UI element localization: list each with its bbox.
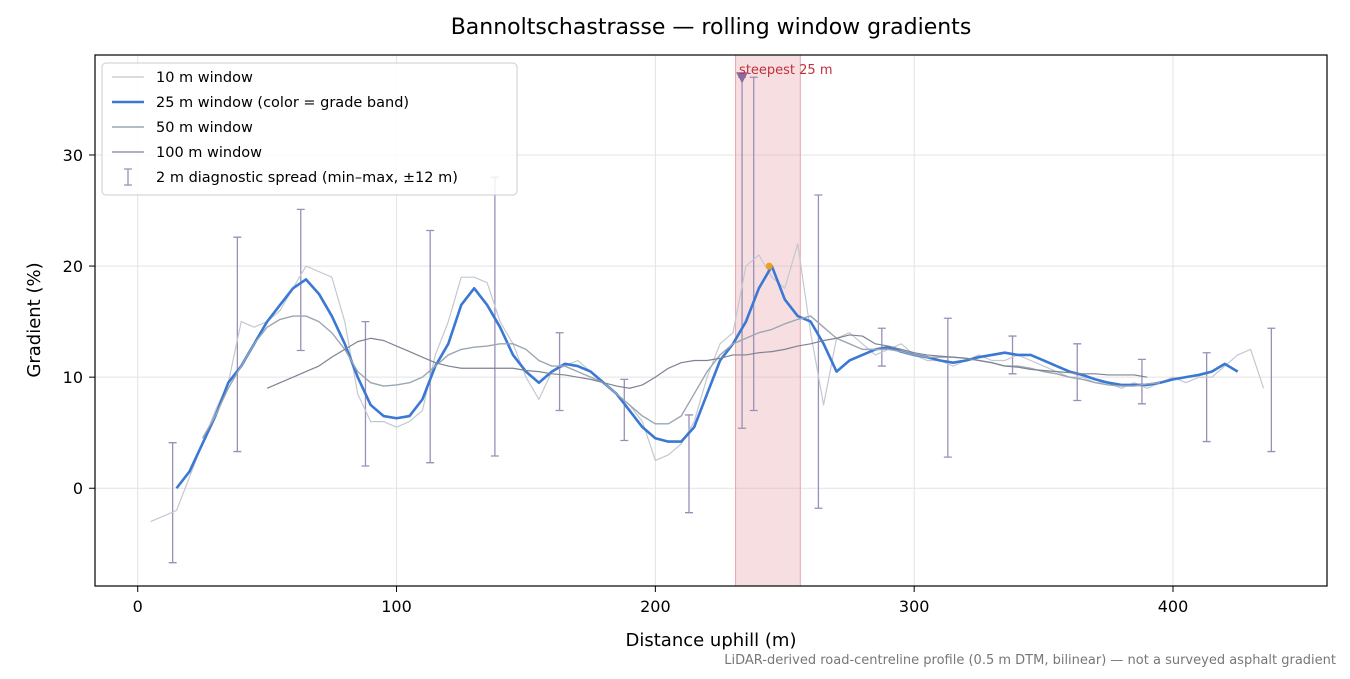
x-axis-label: Distance uphill (m) bbox=[626, 630, 797, 651]
error-bar bbox=[1267, 327, 1276, 453]
y-tick-label: 20 bbox=[63, 257, 83, 276]
highlight-label: steepest 25 m bbox=[739, 63, 832, 78]
error-bar bbox=[233, 236, 242, 453]
line bbox=[266, 334, 1148, 389]
x-tick-label: 100 bbox=[381, 597, 412, 616]
x-tick-label: 200 bbox=[640, 597, 671, 616]
y-tick-label: 10 bbox=[63, 368, 83, 387]
error-bar bbox=[168, 442, 177, 564]
error-bar bbox=[426, 229, 435, 464]
error-bar bbox=[296, 208, 305, 352]
line bbox=[175, 264, 1239, 490]
error-bar bbox=[943, 317, 952, 458]
error-bar bbox=[1137, 358, 1146, 405]
error-bar bbox=[555, 332, 564, 412]
legend-label: 50 m window bbox=[156, 120, 253, 136]
legend-box bbox=[101, 62, 518, 196]
y-tick-label: 30 bbox=[63, 146, 83, 165]
error-bar bbox=[1202, 352, 1211, 443]
line bbox=[150, 243, 1265, 523]
x-tick-label: 300 bbox=[899, 597, 930, 616]
y-tick-label: 0 bbox=[73, 479, 83, 498]
plot-frame bbox=[94, 54, 1328, 587]
error-bar bbox=[620, 378, 629, 442]
x-tick-label: 400 bbox=[1158, 597, 1189, 616]
legend-label: 10 m window bbox=[156, 70, 253, 86]
legend-swatch bbox=[124, 168, 132, 186]
y-axis-label: Gradient (%) bbox=[24, 262, 45, 377]
legend-label: 25 m window (color = grade band) bbox=[156, 95, 409, 111]
legend: 10 m window 25 m window (color = grade ba… bbox=[101, 62, 518, 196]
x-tick-label: 0 bbox=[133, 597, 143, 616]
footnote: LiDAR-derived road-centreline profile (0… bbox=[724, 653, 1336, 668]
legend-label: 100 m window bbox=[156, 145, 262, 161]
error-bar bbox=[814, 194, 823, 509]
peak-point bbox=[765, 262, 773, 270]
highlight-marker bbox=[736, 72, 749, 84]
legend-label: 2 m diagnostic spread (min–max, ±12 m) bbox=[156, 170, 458, 186]
error-bar bbox=[749, 76, 758, 412]
chart-title: Bannoltschastrasse — rolling window grad… bbox=[451, 15, 972, 40]
error-bar bbox=[1073, 343, 1082, 402]
